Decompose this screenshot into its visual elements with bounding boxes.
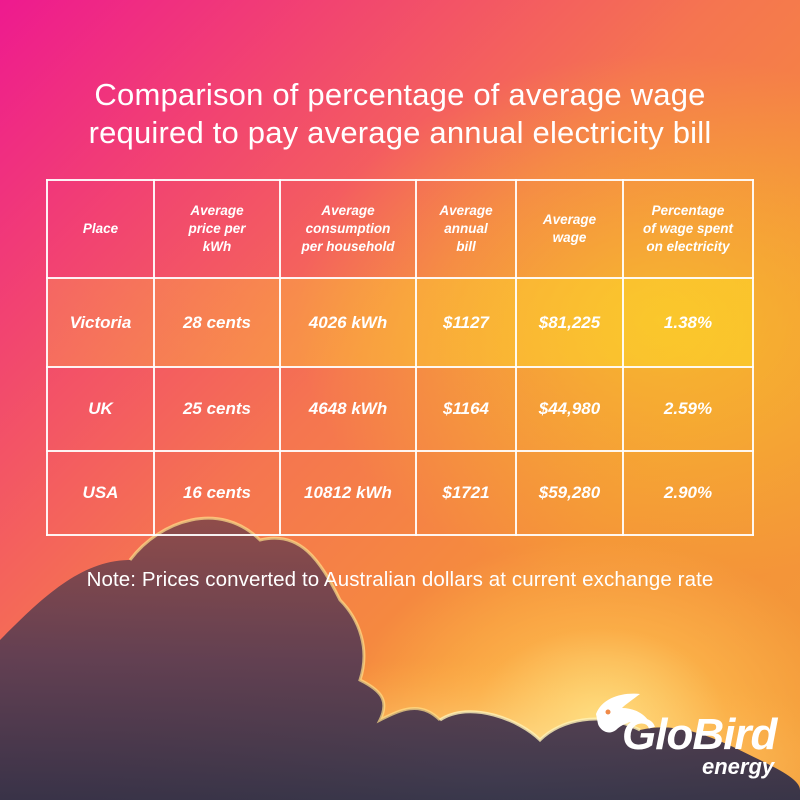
- cell-percentage: 2.59%: [622, 366, 754, 452]
- cell-bill: $1127: [415, 277, 517, 368]
- title-line-1: Comparison of percentage of average wage: [94, 77, 706, 112]
- header-line: wage: [552, 230, 587, 245]
- header-wage: Average wage: [515, 179, 624, 279]
- cell-price: 25 cents: [153, 366, 281, 452]
- header-line: Average: [542, 212, 597, 227]
- header-line: per household: [301, 239, 395, 254]
- header-line: Place: [82, 221, 119, 236]
- logo-sub-text: energy: [702, 754, 775, 779]
- cell-place: Victoria: [46, 277, 155, 368]
- table-row: USA 16 cents 10812 kWh $1721 $59,280 2.9…: [46, 450, 754, 536]
- header-consumption: Average consumption per household: [279, 179, 417, 279]
- cell-percentage: 1.38%: [622, 277, 754, 368]
- cell-price: 16 cents: [153, 450, 281, 536]
- header-line: Average: [321, 203, 375, 218]
- header-line: consumption: [305, 221, 391, 236]
- cell-price: 28 cents: [153, 277, 281, 368]
- header-bill: Average annual bill: [415, 179, 517, 279]
- header-line: of wage spent: [642, 221, 733, 236]
- header-line: Average: [190, 203, 244, 218]
- comparison-table: Place Average price per kWh Average cons…: [46, 179, 754, 536]
- header-place: Place: [46, 179, 155, 279]
- cell-bill: $1721: [415, 450, 517, 536]
- cell-place: UK: [46, 366, 155, 452]
- header-line: bill: [456, 239, 476, 254]
- cell-consumption: 4026 kWh: [279, 277, 417, 368]
- header-line: Percentage: [651, 203, 725, 218]
- header-price: Average price per kWh: [153, 179, 281, 279]
- globird-logo: GloBird energy: [592, 690, 792, 790]
- bird-icon: [596, 693, 648, 733]
- cell-consumption: 4648 kWh: [279, 366, 417, 452]
- table-row: Victoria 28 cents 4026 kWh $1127 $81,225…: [46, 277, 754, 368]
- logo-brand-text: GloBird: [622, 710, 777, 759]
- header-line: on electricity: [646, 239, 730, 254]
- header-line: Average: [439, 203, 493, 218]
- cell-wage: $59,280: [515, 450, 624, 536]
- footnote: Note: Prices converted to Australian dol…: [86, 568, 714, 591]
- cell-place: USA: [46, 450, 155, 536]
- cell-bill: $1164: [415, 366, 517, 452]
- title-line-2: required to pay average annual electrici…: [88, 115, 712, 150]
- cell-consumption: 10812 kWh: [279, 450, 417, 536]
- cell-wage: $44,980: [515, 366, 624, 452]
- header-line: kWh: [202, 239, 232, 254]
- page-title: Comparison of percentage of average wage…: [0, 76, 800, 152]
- table-row: UK 25 cents 4648 kWh $1164 $44,980 2.59%: [46, 366, 754, 452]
- cell-percentage: 2.90%: [622, 450, 754, 536]
- header-line: annual: [444, 221, 488, 236]
- header-percentage: Percentage of wage spent on electricity: [622, 179, 754, 279]
- cell-wage: $81,225: [515, 277, 624, 368]
- header-line: price per: [188, 221, 246, 236]
- table-header-row: Place Average price per kWh Average cons…: [46, 179, 754, 279]
